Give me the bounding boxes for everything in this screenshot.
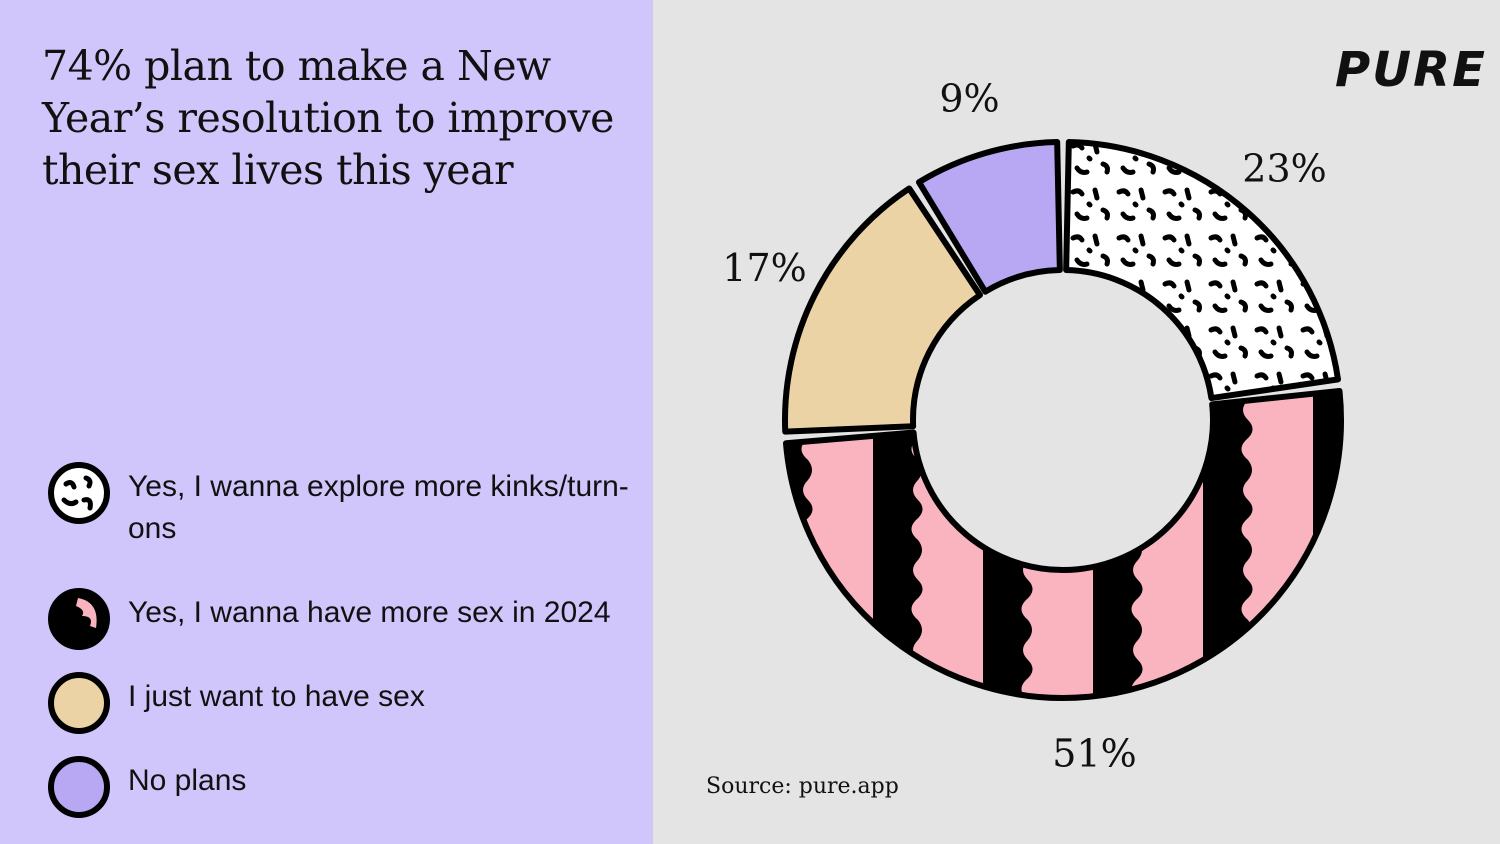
legend-item-no-plans: No plans [46,754,246,820]
legend-label: No plans [128,764,247,797]
legend-item-just-sex: I just want to have sex [46,670,425,736]
source-note: Source: pure.app [706,774,899,799]
data-label: 17% [722,246,806,290]
donut-slice [915,139,1063,295]
legend-swatch-waves-icon [48,588,110,650]
donut-slice [782,185,983,435]
donut-slice [1063,139,1342,402]
pure-logo: PURE [1335,42,1487,98]
legend-swatch-tan-icon [48,672,110,734]
legend-swatch-dots-icon [48,462,110,524]
legend-item-more-sex: Yes, I wanna have more sex in 2024 [46,586,611,652]
data-label: 9% [939,76,999,120]
legend-label: Yes, I wanna have more sex in 2024 [128,596,611,629]
legend-label: Yes, I wanna explore more kinks/turn-ons [128,470,629,545]
legend-label: I just want to have sex [128,680,425,713]
legend-swatch-lavender-icon [48,756,110,818]
data-label: 51% [1052,732,1136,776]
chart-title: 74% plan to make a New Year’s resolution… [42,42,614,194]
legend-item-explore: Yes, I wanna explore more kinks/turn-ons [46,460,646,550]
data-label: 23% [1242,147,1326,191]
donut-chart: 23% 51% 17% 9% [722,76,1344,776]
donut-slice [782,387,1344,702]
